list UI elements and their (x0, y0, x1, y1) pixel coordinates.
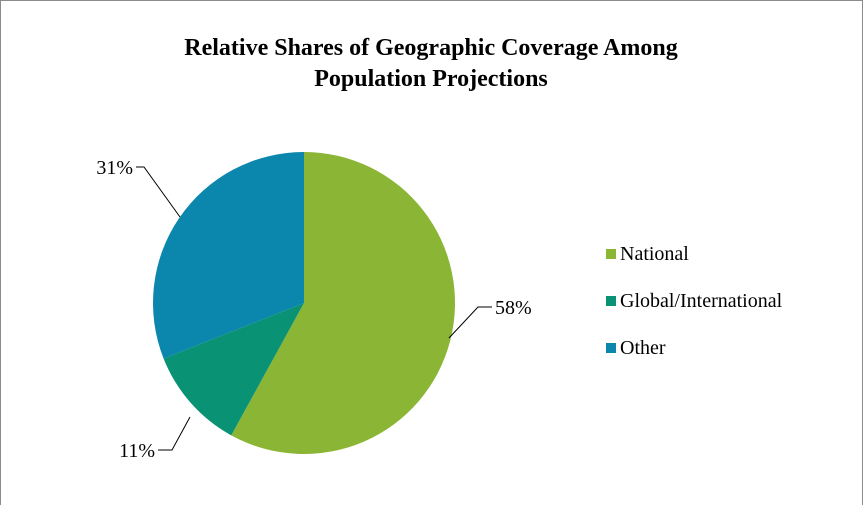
pie-slice-other (152, 152, 304, 359)
legend-swatch-global-international (606, 296, 616, 306)
data-label-national: 58% (495, 297, 532, 319)
leader-line-other (136, 166, 181, 218)
data-label-global-international: 11% (119, 440, 155, 462)
leader-line-national (448, 306, 492, 339)
pie-slice-national (231, 152, 456, 454)
chart-title: Relative Shares of Geographic Coverage A… (121, 33, 741, 95)
legend-label-global-international: Global/International (620, 289, 783, 312)
legend: National Global/International Other (606, 242, 782, 383)
legend-swatch-other (606, 343, 616, 353)
legend-item-other: Other (606, 336, 782, 360)
legend-label-national: National (620, 242, 689, 265)
data-label-other: 31% (96, 157, 133, 179)
leader-line-global-international (158, 416, 191, 451)
chart-title-line-2: Population Projections (314, 66, 548, 92)
chart-title-line-1: Relative Shares of Geographic Coverage A… (184, 35, 678, 61)
legend-label-other: Other (620, 336, 666, 359)
legend-item-national: National (606, 242, 782, 266)
legend-swatch-national (606, 249, 616, 259)
legend-item-global-international: Global/International (606, 289, 782, 313)
pie-slice-global-international (163, 303, 304, 436)
